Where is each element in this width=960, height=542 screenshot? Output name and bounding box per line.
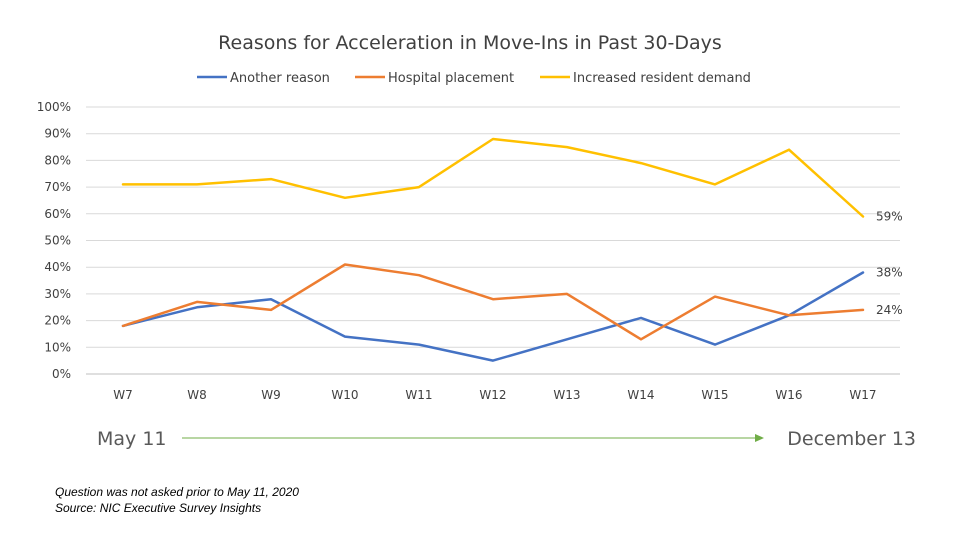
y-tick-label: 100% — [37, 100, 71, 114]
x-tick-label: W9 — [261, 388, 281, 402]
legend: Another reason Hospital placement Increase… — [197, 71, 751, 86]
footnote-question: Question was not asked prior to May 11, … — [55, 485, 299, 499]
timeline-arrow-head — [755, 434, 764, 442]
x-tick-label: W7 — [113, 388, 133, 402]
series-line-increased-resident-demand — [121, 137, 865, 218]
y-tick-label: 10% — [44, 340, 71, 354]
chart-title: Reasons for Acceleration in Move-Ins in … — [218, 32, 722, 54]
y-tick-label: 60% — [44, 207, 71, 221]
y-tick-label: 70% — [44, 180, 71, 194]
x-tick-label: W10 — [331, 388, 358, 402]
y-axis: 0% 10% 20% 30% 40% 50% 60% 70% 80% 90% 100% — [37, 100, 71, 381]
y-tick-label: 50% — [44, 234, 71, 248]
footnote-source: Source: NIC Executive Survey Insights — [55, 501, 262, 515]
y-tick-label: 30% — [44, 287, 71, 301]
end-data-label: 38% — [876, 266, 903, 280]
series-group — [121, 137, 865, 362]
end-labels: 38% 24% 59% — [876, 209, 903, 316]
end-data-label: 24% — [876, 303, 903, 317]
legend-label: Another reason — [230, 71, 330, 86]
end-data-label: 59% — [876, 209, 903, 223]
y-tick-label: 0% — [52, 367, 71, 381]
x-tick-label: W8 — [187, 388, 207, 402]
y-tick-label: 90% — [44, 127, 71, 141]
x-tick-label: W14 — [627, 388, 654, 402]
y-tick-label: 80% — [44, 153, 71, 167]
x-tick-label: W16 — [775, 388, 802, 402]
y-tick-label: 40% — [44, 260, 71, 274]
x-tick-label: W17 — [849, 388, 876, 402]
x-tick-label: W15 — [701, 388, 728, 402]
x-tick-label: W11 — [405, 388, 432, 402]
x-axis: W7 W8 W9 W10 W11 W12 W13 W14 W15 W16 W17 — [113, 388, 876, 402]
x-tick-label: W13 — [553, 388, 580, 402]
timeline-end-label: December 13 — [787, 428, 916, 450]
legend-label: Hospital placement — [388, 71, 514, 86]
series-line-another-reason — [121, 271, 865, 362]
series-line-hospital-placement — [121, 263, 865, 341]
gridlines — [86, 106, 900, 375]
legend-label: Increased resident demand — [573, 71, 751, 86]
x-tick-label: W12 — [479, 388, 506, 402]
timeline-start-label: May 11 — [97, 428, 167, 450]
y-tick-label: 20% — [44, 314, 71, 328]
